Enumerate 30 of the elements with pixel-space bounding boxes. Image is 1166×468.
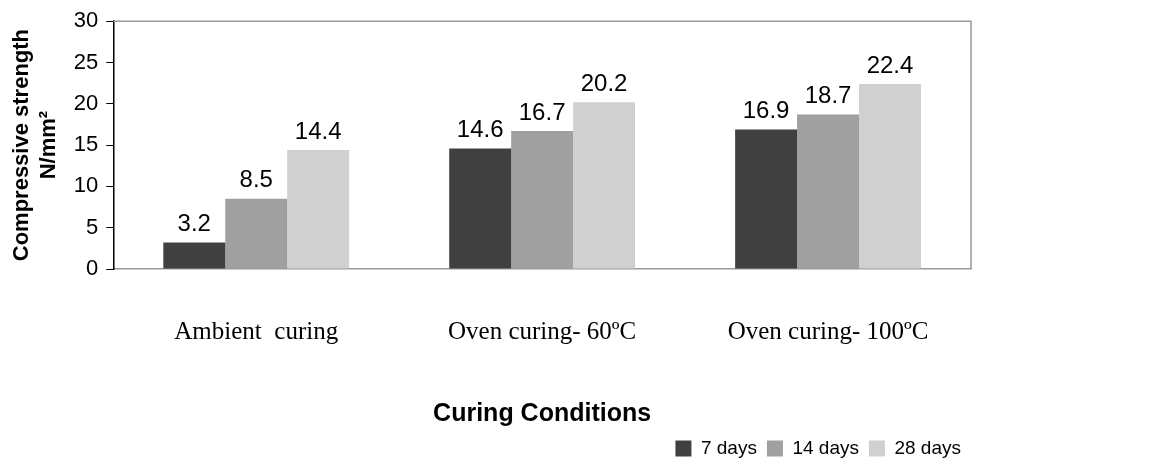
y-tick-label: 5: [86, 213, 99, 239]
legend-label: 14 days: [792, 436, 859, 458]
data-label: 14.6: [456, 115, 504, 143]
data-label: 18.7: [804, 81, 852, 109]
x-axis-title: Curing Conditions: [433, 397, 652, 426]
x-tick-label: Oven curing- 100ºC: [727, 316, 929, 344]
y-axis-title: Compressive strength N/mm²: [8, 28, 60, 262]
bar: [735, 129, 798, 269]
data-label: 16.7: [518, 97, 566, 125]
data-label: 16.9: [742, 96, 790, 124]
y-tick-label: 15: [73, 131, 99, 157]
data-label: 20.2: [580, 68, 628, 96]
y-tick-label: 10: [73, 172, 99, 198]
bar: [163, 242, 226, 269]
bar: [573, 102, 636, 269]
y-tick-label: 20: [73, 89, 99, 115]
x-tick-label: Oven curing- 60ºC: [447, 316, 637, 344]
data-label: 8.5: [239, 165, 273, 193]
bar: [449, 148, 512, 269]
data-label: 22.4: [866, 50, 914, 78]
x-tick-label: Ambient curing: [174, 316, 339, 344]
legend-label: 7 days: [700, 436, 757, 458]
bar: [859, 83, 921, 269]
data-label: 3.2: [177, 209, 211, 237]
data-label: 14.4: [294, 116, 342, 144]
bar: [287, 150, 350, 269]
y-tick-label: 0: [86, 255, 99, 281]
y-tick-label: 30: [73, 7, 99, 33]
legend-label: 28 days: [894, 436, 961, 458]
y-tick-label: 25: [73, 48, 99, 74]
